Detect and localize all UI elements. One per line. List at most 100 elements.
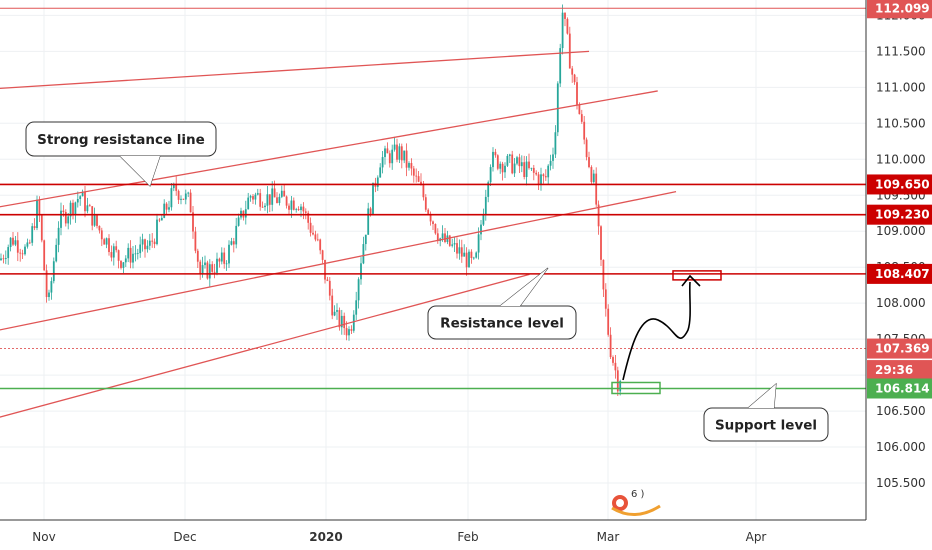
callout: Resistance level (427, 267, 577, 340)
candle-body (43, 240, 46, 271)
candle-body (316, 239, 319, 241)
projection-arrowhead (681, 274, 701, 287)
candle-body (376, 177, 379, 187)
candle-body (612, 357, 614, 363)
price-badge (867, 0, 932, 19)
candle-body (472, 257, 475, 259)
target-zone-box (672, 270, 722, 281)
watermark: 6 ) (611, 489, 661, 516)
price-badge (867, 204, 932, 225)
candle-body (312, 232, 314, 235)
candle-body (271, 188, 274, 205)
candle-body (319, 239, 322, 251)
candle-body (120, 260, 122, 268)
candle-body (31, 226, 34, 243)
candle-body (484, 196, 487, 215)
candle-body (456, 243, 458, 254)
candle-body (367, 208, 370, 235)
candle-body (249, 196, 252, 198)
candle-body (400, 146, 403, 161)
candle-body (328, 280, 331, 296)
candle-body (67, 216, 70, 224)
candle-body (7, 247, 10, 259)
candle-body (480, 224, 482, 235)
candle-body (568, 33, 571, 69)
callout: Strong resistance line (25, 121, 217, 187)
candle-body (50, 281, 53, 293)
callout-pointer-mask (120, 156, 160, 186)
candle-body (259, 193, 262, 207)
candle-body (458, 247, 461, 254)
candle-body (384, 148, 386, 158)
candle-body (321, 250, 324, 260)
candle-body (264, 205, 266, 208)
trend-line (0, 90, 658, 208)
price-badge (867, 360, 932, 381)
candle-body (62, 210, 65, 212)
callout-pointer-mask (748, 384, 776, 408)
candle-body (33, 226, 36, 229)
candle-body (127, 247, 130, 259)
candle-body (232, 241, 235, 245)
candle-body (576, 82, 578, 105)
candle-body (441, 233, 444, 239)
candle-body (124, 258, 127, 263)
price-badge-label: 108.407 (875, 267, 930, 281)
candle-body (91, 206, 94, 226)
price-badge (867, 174, 932, 195)
candle-body (453, 243, 456, 245)
candle-body (172, 184, 175, 189)
price-badge-label: 109.650 (875, 177, 930, 191)
callout-label: Resistance level (440, 316, 564, 332)
candle-body (163, 203, 166, 218)
candle-body (112, 246, 115, 258)
candle-body (204, 262, 206, 266)
candle-body (405, 150, 408, 168)
candle-body (372, 182, 374, 215)
trend-line (0, 191, 677, 331)
y-tick-label: 109.000 (876, 224, 926, 238)
trend-line (0, 273, 530, 418)
candle-body (451, 244, 454, 246)
candle-body (0, 258, 2, 260)
candle-body (542, 174, 545, 177)
candle-body (547, 165, 550, 178)
candle-body (506, 155, 509, 166)
watermark-text: 6 ) (631, 489, 645, 500)
price-badge-label: 107.369 (875, 342, 930, 356)
logo-mark-inner (616, 499, 624, 507)
candle-body (9, 237, 12, 248)
candlesticks (0, 4, 622, 396)
candle-body (182, 198, 185, 200)
candle-body (513, 163, 516, 174)
candle-body (604, 289, 607, 309)
candle-body (98, 225, 101, 231)
x-tick-label: Nov (32, 530, 55, 544)
candle-body (213, 271, 216, 273)
candle-body (302, 206, 305, 212)
candle-body (559, 48, 562, 84)
candle-body (585, 139, 588, 158)
candle-body (295, 209, 298, 210)
x-tick-label: Apr (746, 530, 767, 544)
candle-body (69, 202, 72, 217)
price-badge (867, 263, 932, 284)
candle-body (415, 175, 418, 177)
candle-body (103, 239, 106, 245)
candle-body (518, 157, 521, 167)
candle-body (252, 196, 254, 200)
candle-body (475, 252, 478, 258)
candle-body (532, 167, 535, 173)
candle-body (48, 292, 50, 298)
candle-body (72, 202, 74, 215)
x-tick-label: 2020 (309, 530, 342, 544)
candle-body (132, 253, 134, 263)
candle-body (88, 205, 91, 207)
candle-body (184, 193, 187, 200)
candle-body (14, 240, 17, 245)
candle-body (64, 211, 67, 224)
candle-body (175, 184, 178, 191)
candle-body (580, 114, 583, 122)
candle-body (362, 244, 365, 264)
